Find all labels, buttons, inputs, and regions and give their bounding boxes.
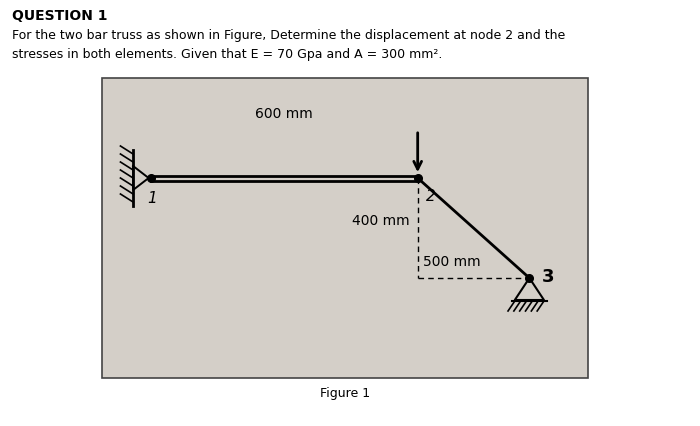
Text: 500 mm: 500 mm [423,254,480,268]
Bar [102,79,588,378]
Text: For the two bar truss as shown in Figure, Determine the displacement at node 2 a: For the two bar truss as shown in Figure… [12,29,565,42]
Text: stresses in both elements. Given that E = 70 Gpa and A = 300 mm².: stresses in both elements. Given that E … [12,48,442,61]
Text: QUESTION 1: QUESTION 1 [12,9,107,23]
Text: 600 mm: 600 mm [256,107,313,121]
Text: 1: 1 [148,190,158,205]
Text: 3: 3 [542,268,554,285]
Text: Figure 1: Figure 1 [320,386,370,399]
Text: 400 mm: 400 mm [352,213,410,227]
Text: 2: 2 [426,189,435,204]
